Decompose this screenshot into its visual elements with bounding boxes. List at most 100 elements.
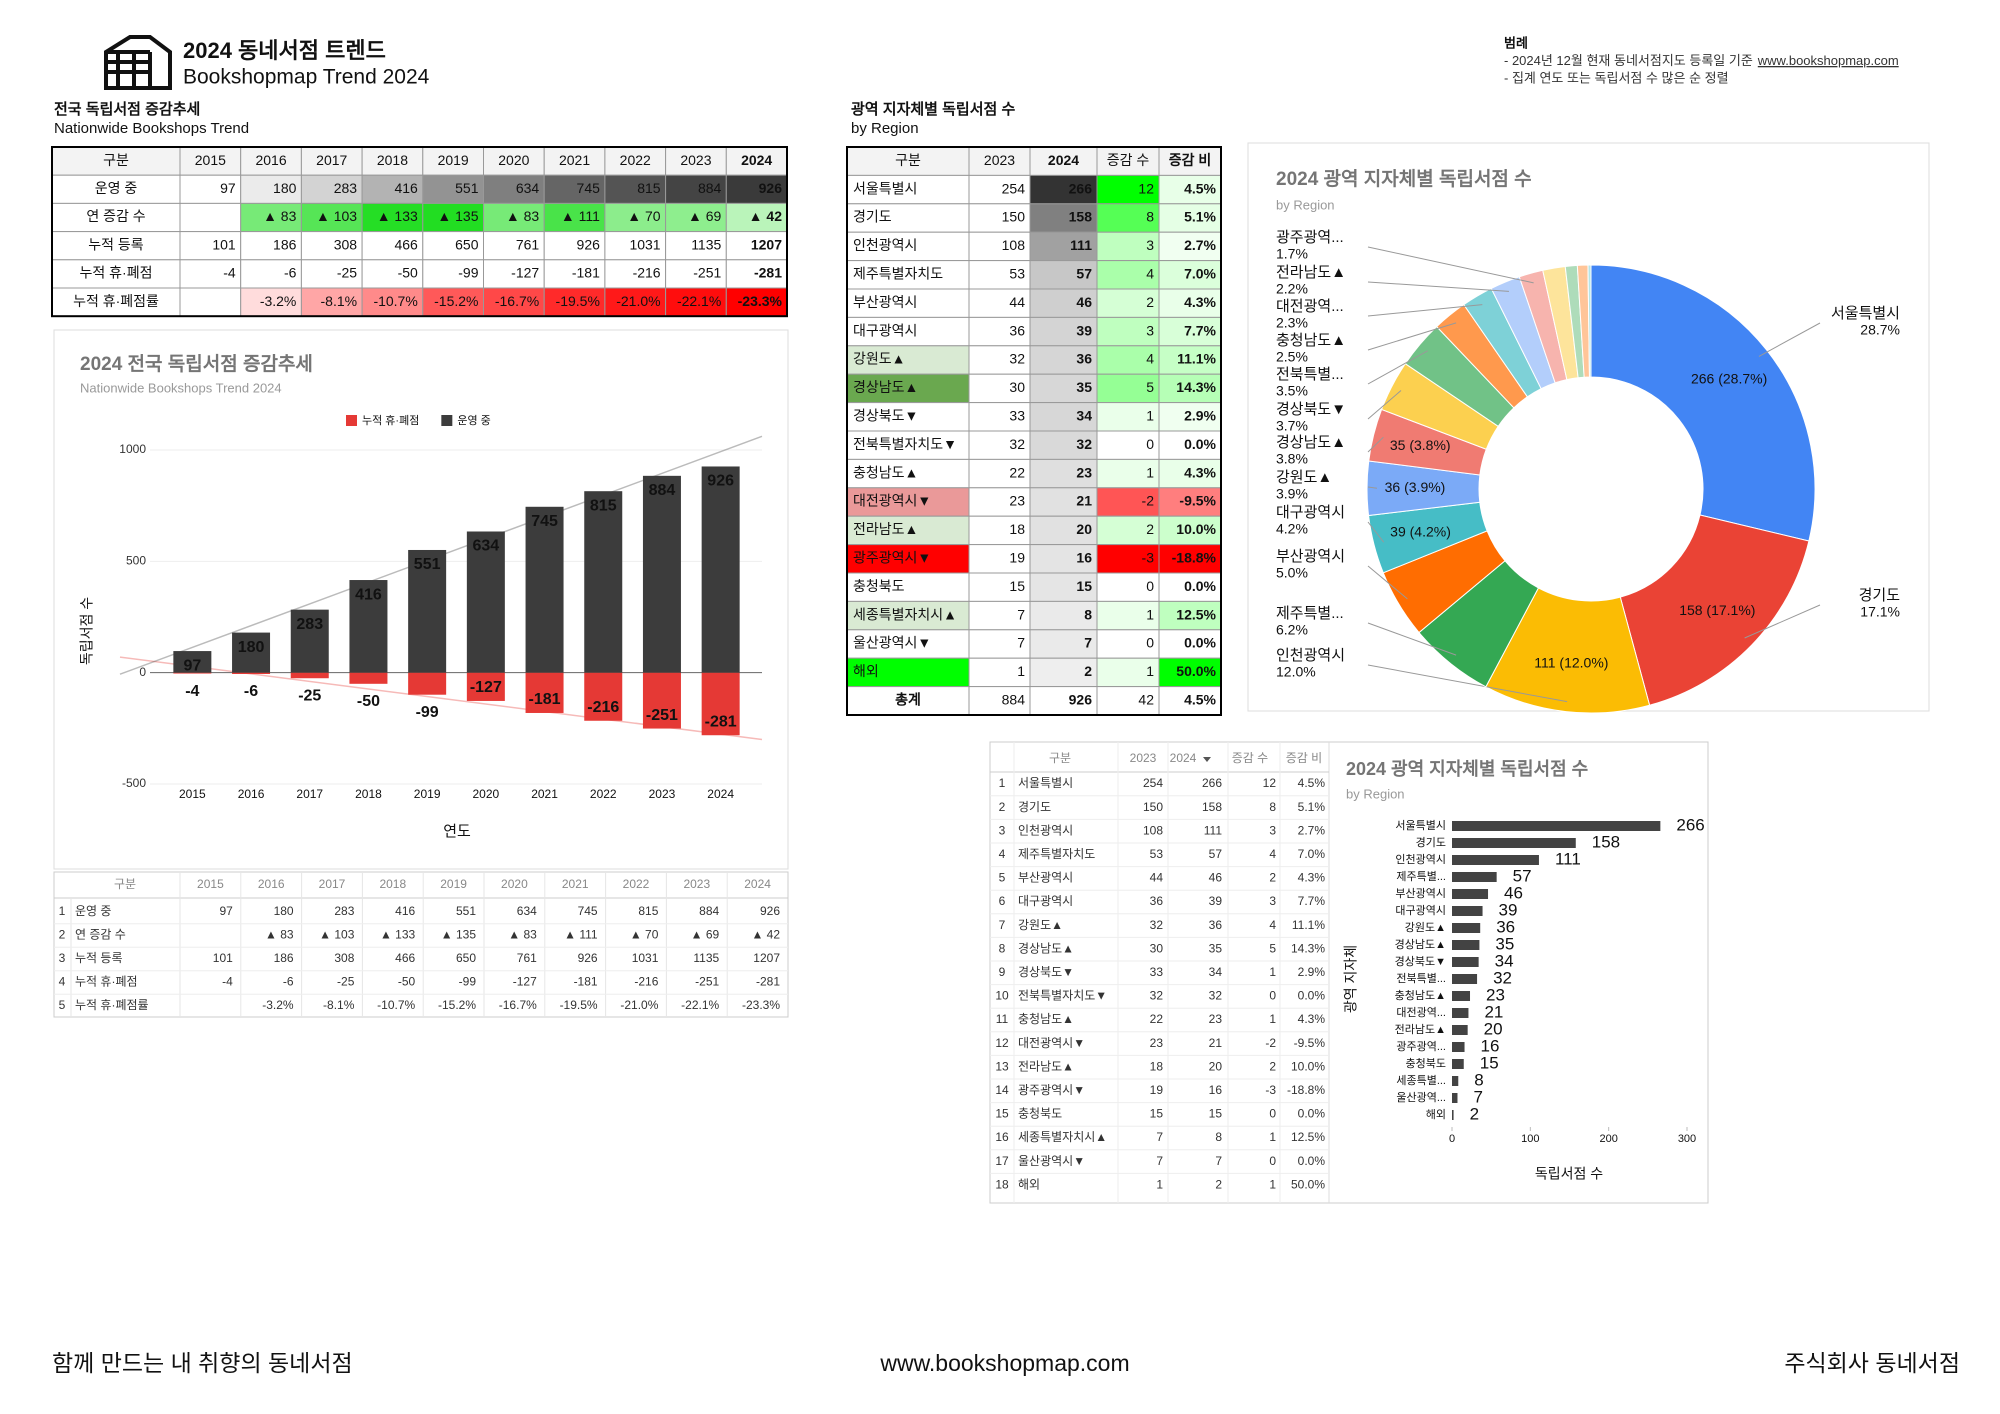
data-label: 35 [1495, 934, 1514, 953]
cell-value: 12 [1138, 180, 1154, 196]
x-tick-label: 2018 [355, 787, 382, 801]
footer-right: 주식회사 동네서점 [1784, 1350, 1960, 1376]
column-header: 2024 [744, 877, 771, 891]
row-label: 해외 [853, 663, 879, 679]
cell [1158, 600, 1222, 631]
cell [1158, 572, 1222, 602]
cell-value: -19.5% [556, 293, 600, 309]
bar [466, 672, 505, 701]
bar [642, 672, 681, 729]
cell-value: ▲ 83 [506, 208, 540, 224]
bar [290, 609, 329, 673]
bar [584, 672, 623, 721]
legend-swatch [346, 415, 357, 426]
chart-subtitle: by Region [1346, 786, 1405, 801]
cell [422, 259, 484, 289]
data-label: 23 [1486, 985, 1505, 1004]
cell [968, 686, 1031, 716]
cell-value: 1 [1269, 1012, 1276, 1026]
cell-value: 1 [1269, 1130, 1276, 1144]
legend-note-line: - 2024년 12월 현재 동네서점지도 등록일 기준 www.bookshop… [1504, 53, 1899, 68]
cell-value: ▲ 69 [688, 208, 722, 224]
cell-value: 1135 [693, 951, 719, 965]
cell-value: 15 [1076, 578, 1092, 594]
column-header: 2015 [197, 877, 224, 891]
row-label: 경기도 [1018, 800, 1051, 814]
data-label: 283 [296, 616, 323, 633]
cell-value: -25 [337, 265, 357, 281]
column-header: 2024 [1048, 152, 1079, 168]
cell-value: 1 [1269, 1177, 1276, 1191]
cell-value: 12.5% [1291, 1130, 1325, 1144]
data-label: 745 [531, 513, 558, 530]
slice [1619, 514, 1810, 706]
cell-value: -6 [283, 975, 294, 989]
cell-value: 186 [273, 236, 297, 252]
column-header: 2022 [623, 877, 650, 891]
cell-value: 7 [1156, 1154, 1163, 1168]
row-label: 운영 중 [95, 180, 138, 196]
cell-value: 22 [1150, 1012, 1164, 1026]
bar [1452, 1076, 1459, 1086]
cell-value: 20 [1209, 1059, 1223, 1073]
cell [543, 287, 606, 317]
table-border [51, 146, 788, 318]
slice-label: 인천광역시 [1276, 647, 1345, 664]
row-label: 경상남도▲ [853, 379, 918, 395]
cell-value: 46 [1209, 871, 1223, 885]
data-label: 39 [1499, 900, 1518, 919]
x-tick-label: 2016 [238, 787, 265, 801]
cell [1029, 657, 1098, 688]
data-label: 180 [238, 639, 265, 656]
header-cell [422, 146, 484, 176]
cell-value: -10.7% [377, 998, 415, 1012]
column-header: 2023 [1130, 751, 1157, 765]
cell-value: 4.3% [1298, 871, 1326, 885]
cell [1158, 260, 1222, 290]
cell-value: 7.7% [1184, 322, 1216, 338]
legend-note-link[interactable]: www.bookshopmap.com [1757, 53, 1899, 68]
data-label: 551 [414, 556, 441, 573]
bar [1452, 1008, 1469, 1018]
x-tick-label: 2015 [179, 787, 206, 801]
cell-value: 0 [1269, 1107, 1276, 1121]
row-label: 충청북도 [853, 578, 905, 594]
cell-value: -50 [398, 975, 416, 989]
cell-value: 2 [1269, 1059, 1276, 1073]
bar [1452, 906, 1483, 916]
cell [1158, 402, 1222, 432]
slice-percent: 1.7% [1276, 246, 1308, 262]
bar [349, 672, 388, 684]
data-label: 46 [1504, 883, 1523, 902]
cell-value: 32 [1209, 989, 1223, 1003]
cell-value: 0 [1146, 436, 1154, 452]
row-label: 총계 [895, 692, 921, 708]
cell [483, 174, 545, 204]
cell-value: 2 [1215, 1177, 1222, 1191]
cell-value: 5.1% [1298, 800, 1326, 814]
bar [1452, 838, 1576, 848]
slice-percent: 5.0% [1276, 565, 1308, 581]
cell-value: 23 [1209, 1012, 1223, 1026]
cell-value: 2 [1269, 871, 1276, 885]
cell-value: 108 [1143, 823, 1163, 837]
row-label: 대전광역시▼ [853, 493, 931, 509]
data-label: 158 (17.1%) [1679, 602, 1755, 618]
bar [232, 632, 271, 673]
row-label: 누적 휴·폐점 [75, 975, 138, 989]
x-tick-label: 300 [1678, 1133, 1696, 1145]
cell-value: 551 [456, 904, 476, 918]
cell [1029, 686, 1098, 716]
cell-value: ▲ 111 [564, 928, 598, 942]
legend-note-text: - 2024년 12월 현재 동네서점지도 등록일 기준 [1504, 53, 1753, 68]
cell-value: 32 [1076, 436, 1092, 452]
footer-center[interactable]: www.bookshopmap.com [879, 1350, 1129, 1376]
cell-value: 4 [1146, 351, 1154, 367]
cell-value: 2.9% [1298, 965, 1326, 979]
cell [846, 657, 970, 688]
cell-value: -18.8% [1287, 1083, 1325, 1097]
y-tick-label: 경상남도▲ [1395, 938, 1446, 951]
cell [665, 231, 727, 261]
cell-value: ▲ 83 [508, 928, 537, 942]
column-header: 증감 비 [1169, 152, 1212, 168]
